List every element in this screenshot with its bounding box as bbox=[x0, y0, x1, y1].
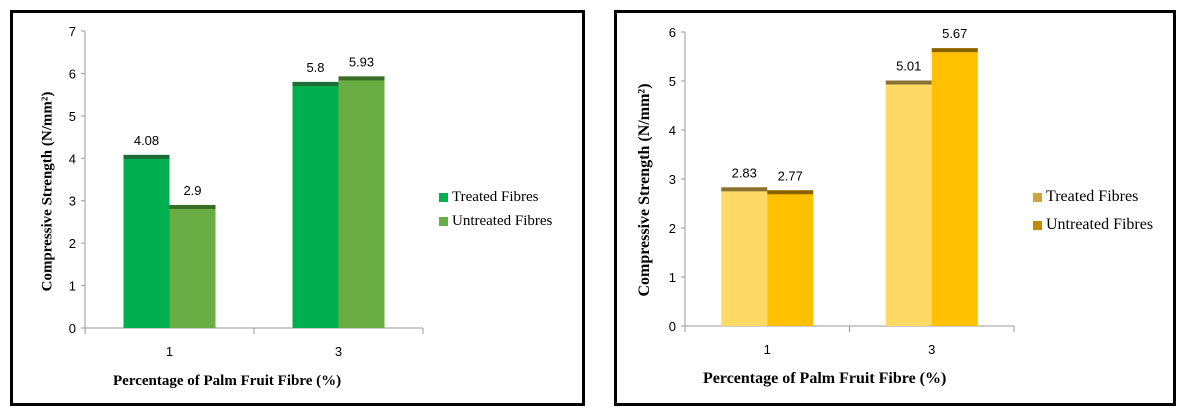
legend-label-treated: Treated Fibres bbox=[452, 188, 539, 205]
data-label: 5.01 bbox=[896, 59, 921, 74]
x-tick-label-1: 1 bbox=[166, 344, 173, 359]
legend-label-untreated: Untreated Fibres bbox=[452, 212, 553, 229]
bar-untreated-fibres-3 bbox=[931, 48, 978, 327]
y-tick-label: 3 bbox=[69, 194, 76, 209]
bar-treated-fibres-1 bbox=[721, 187, 768, 326]
bar-top-edge bbox=[767, 190, 814, 195]
bar-treated-fibres-3 bbox=[292, 81, 339, 329]
bar-top-edge bbox=[885, 80, 932, 85]
y-tick-label: 6 bbox=[669, 25, 676, 40]
y-tick-label: 2 bbox=[69, 236, 76, 251]
legend-item-treated: Treated Fibres bbox=[1033, 183, 1153, 211]
data-label: 5.67 bbox=[942, 26, 967, 41]
legend-swatch-treated bbox=[1033, 192, 1042, 202]
legend: Treated Fibres Untreated Fibres bbox=[439, 185, 552, 233]
bar-chart-svg: 0 1 2 3 4 5 6 1 3 2.83 2.77 5.01 5.67 bbox=[669, 25, 1015, 357]
y-tick-label: 5 bbox=[669, 74, 676, 89]
bar-untreated-fibres-1 bbox=[169, 204, 216, 328]
y-tick-label: 4 bbox=[69, 151, 76, 166]
legend-label-treated: Treated Fibres bbox=[1046, 188, 1139, 205]
legend-swatch-untreated bbox=[1033, 220, 1042, 230]
x-tick-label-1: 1 bbox=[764, 342, 771, 357]
chart-panel-right: 0 1 2 3 4 5 6 1 3 2.83 2.77 5.01 5.67 Compressive St… bbox=[614, 10, 1176, 406]
bar-untreated-fibres-1 bbox=[767, 190, 814, 326]
bar-top-edge bbox=[338, 76, 385, 81]
y-tick-label: 5 bbox=[69, 109, 76, 124]
bar-top-edge bbox=[169, 204, 216, 209]
x-axis-label: Percentage of Palm Fruit Fibre (%) bbox=[703, 370, 947, 387]
legend-item-untreated: Untreated Fibres bbox=[439, 209, 552, 233]
y-tick-label: 7 bbox=[69, 24, 76, 39]
bar-top-edge bbox=[721, 187, 768, 192]
bar-treated-fibres-1 bbox=[123, 154, 170, 328]
bar-treated-fibres-3 bbox=[885, 80, 932, 326]
bar-untreated-fibres-3 bbox=[338, 76, 385, 328]
legend-swatch-treated bbox=[439, 192, 448, 202]
y-tick-label: 1 bbox=[669, 270, 676, 285]
bar-top-edge bbox=[292, 81, 339, 86]
y-tick-label: 2 bbox=[669, 221, 676, 236]
y-tick-label: 0 bbox=[69, 321, 76, 336]
y-tick-label: 3 bbox=[669, 172, 676, 187]
bar-top-edge bbox=[123, 154, 170, 159]
data-label: 2.83 bbox=[732, 165, 757, 180]
legend-item-untreated: Untreated Fibres bbox=[1033, 211, 1153, 239]
x-axis-label: Percentage of Palm Fruit Fibre (%) bbox=[113, 373, 342, 389]
y-tick-label: 0 bbox=[669, 319, 676, 334]
data-label: 5.8 bbox=[306, 60, 324, 75]
chart-panel-left: 0 1 2 3 4 5 6 7 1 3 4.08 2.9 5.8 5.93 Compressive Str… bbox=[10, 10, 585, 406]
y-tick-label: 6 bbox=[69, 66, 76, 81]
legend-swatch-untreated bbox=[439, 216, 448, 226]
y-axis-label: Compressive Strength (N/mm²) bbox=[39, 91, 56, 292]
data-label: 2.77 bbox=[778, 168, 803, 183]
legend-label-untreated: Untreated Fibres bbox=[1046, 216, 1154, 233]
legend-item-treated: Treated Fibres bbox=[439, 185, 552, 209]
bar-chart-svg: 0 1 2 3 4 5 6 7 1 3 4.08 2.9 5.8 5.93 bbox=[69, 24, 424, 359]
y-axis-label: Compressive Strength (N/mm²) bbox=[636, 83, 653, 297]
legend: Treated Fibres Untreated Fibres bbox=[1033, 183, 1153, 239]
y-tick-label: 4 bbox=[669, 123, 676, 138]
x-tick-label-3: 3 bbox=[335, 344, 342, 359]
data-label: 2.9 bbox=[183, 183, 201, 198]
x-tick-label-3: 3 bbox=[928, 342, 935, 357]
y-tick-label: 1 bbox=[69, 279, 76, 294]
data-label: 4.08 bbox=[134, 133, 159, 148]
data-label: 5.93 bbox=[349, 54, 374, 69]
bar-top-edge bbox=[931, 48, 978, 53]
